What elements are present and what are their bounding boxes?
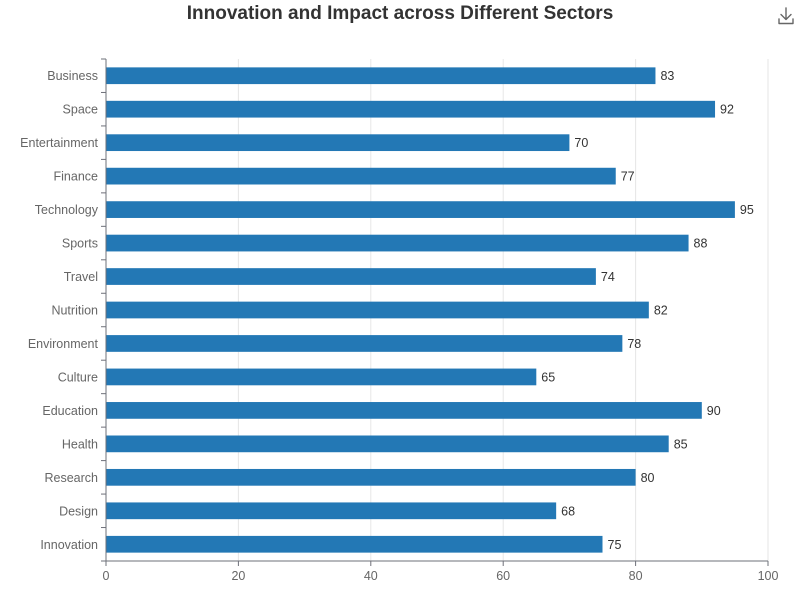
x-tick-label: 40 bbox=[364, 569, 378, 583]
bar-finance[interactable] bbox=[106, 167, 616, 185]
y-category-label: Technology bbox=[35, 203, 99, 217]
bars bbox=[106, 67, 735, 553]
bar-value-label: 80 bbox=[641, 471, 655, 485]
bar-sports[interactable] bbox=[106, 234, 689, 252]
y-category-label: Environment bbox=[28, 337, 99, 351]
bar-value-label: 83 bbox=[660, 69, 674, 83]
bar-value-label: 95 bbox=[740, 203, 754, 217]
download-button[interactable] bbox=[774, 4, 798, 28]
y-category-label: Finance bbox=[54, 170, 99, 184]
bar-value-label: 90 bbox=[707, 404, 721, 418]
bar-health[interactable] bbox=[106, 435, 669, 453]
y-category-label: Culture bbox=[58, 370, 98, 384]
y-category-label: Design bbox=[59, 504, 98, 518]
bar-value-label: 78 bbox=[627, 337, 641, 351]
bar-value-label: 65 bbox=[541, 370, 555, 384]
bar-design[interactable] bbox=[106, 502, 557, 520]
axes bbox=[101, 58, 769, 566]
bar-value-label: 74 bbox=[601, 270, 615, 284]
bar-space[interactable] bbox=[106, 100, 716, 118]
x-tick-label: 0 bbox=[103, 569, 110, 583]
bar-value-label: 82 bbox=[654, 304, 668, 318]
bar-value-label: 70 bbox=[574, 136, 588, 150]
y-category-label: Space bbox=[63, 103, 98, 117]
bar-value-label: 85 bbox=[674, 437, 688, 451]
bar-education[interactable] bbox=[106, 402, 702, 419]
y-category-label: Sports bbox=[62, 237, 98, 251]
bar-value-label: 88 bbox=[694, 237, 708, 251]
y-category-label: Innovation bbox=[40, 538, 98, 552]
download-icon bbox=[778, 7, 794, 25]
y-category-label: Research bbox=[45, 471, 99, 485]
bar-value-label: 77 bbox=[621, 170, 635, 184]
bar-culture[interactable] bbox=[106, 368, 537, 386]
x-tick-label: 20 bbox=[231, 569, 245, 583]
y-category-label: Entertainment bbox=[20, 136, 98, 150]
y-category-label: Travel bbox=[64, 270, 98, 284]
y-category-label: Education bbox=[42, 404, 98, 418]
bar-nutrition[interactable] bbox=[106, 301, 649, 319]
y-category-label: Nutrition bbox=[51, 304, 98, 318]
bar-technology[interactable] bbox=[106, 201, 735, 218]
bar-business[interactable] bbox=[106, 67, 656, 85]
bar-research[interactable] bbox=[106, 468, 636, 486]
x-tick-label: 60 bbox=[496, 569, 510, 583]
y-category-label: Health bbox=[62, 437, 98, 451]
chart-title: Innovation and Impact across Different S… bbox=[186, 3, 614, 24]
bar-value-label: 68 bbox=[561, 504, 575, 518]
bar-entertainment[interactable] bbox=[106, 134, 570, 152]
labels: 0 20 40 60 80 100 Business 83 Space 92 Entertainme… bbox=[20, 69, 778, 583]
y-category-label: Business bbox=[47, 69, 98, 83]
bar-travel[interactable] bbox=[106, 268, 596, 285]
x-tick-label: 100 bbox=[758, 569, 779, 583]
bar-value-label: 92 bbox=[720, 103, 734, 117]
bar-innovation[interactable] bbox=[106, 535, 603, 553]
x-tick-label: 80 bbox=[629, 569, 643, 583]
bar-environment[interactable] bbox=[106, 335, 623, 352]
bar-value-label: 75 bbox=[608, 538, 622, 552]
